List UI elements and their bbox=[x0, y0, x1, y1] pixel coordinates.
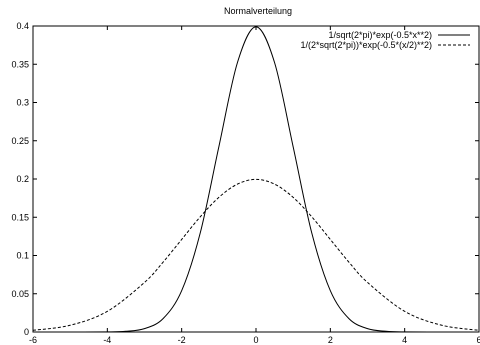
x-tick-label: 0 bbox=[253, 335, 258, 345]
y-tick-label: 0.3 bbox=[16, 98, 29, 108]
y-tick-label: 0.1 bbox=[16, 251, 29, 261]
series-line-1 bbox=[32, 26, 480, 333]
legend: 1/sqrt(2*pi)*exp(-0.5*x**2)1/(2*sqrt(2*p… bbox=[300, 30, 470, 50]
y-tick-label: 0.25 bbox=[11, 136, 29, 146]
x-tick-label: 2 bbox=[328, 335, 333, 345]
series-line-2 bbox=[32, 178, 480, 331]
y-tick-label: 0 bbox=[24, 327, 29, 337]
x-tick-label: -2 bbox=[178, 335, 186, 345]
chart-title: Normalverteilung bbox=[224, 6, 292, 16]
legend-label-1: 1/sqrt(2*pi)*exp(-0.5*x**2) bbox=[328, 30, 432, 40]
y-tick-label: 0.4 bbox=[16, 21, 29, 31]
x-tick-label: 6 bbox=[476, 335, 480, 345]
y-tick-label: 0.2 bbox=[16, 174, 29, 184]
x-tick-label: 4 bbox=[402, 335, 407, 345]
x-tick-label: -6 bbox=[29, 335, 37, 345]
series-layer bbox=[32, 26, 480, 333]
axes: -6 -4 -2 0 2 4 6 0 0.05 0.1 0.15 0.2 0.25 0.3 0.35 0.4 bbox=[11, 21, 480, 345]
legend-label-2: 1/(2*sqrt(2*pi))*exp(-0.5*(x/2)**2) bbox=[300, 40, 432, 50]
x-tick-label: -4 bbox=[103, 335, 111, 345]
plot-frame bbox=[32, 25, 480, 333]
y-tick-label: 0.05 bbox=[11, 289, 29, 299]
y-tick-label: 0.35 bbox=[11, 59, 29, 69]
y-tick-label: 0.15 bbox=[11, 212, 29, 222]
